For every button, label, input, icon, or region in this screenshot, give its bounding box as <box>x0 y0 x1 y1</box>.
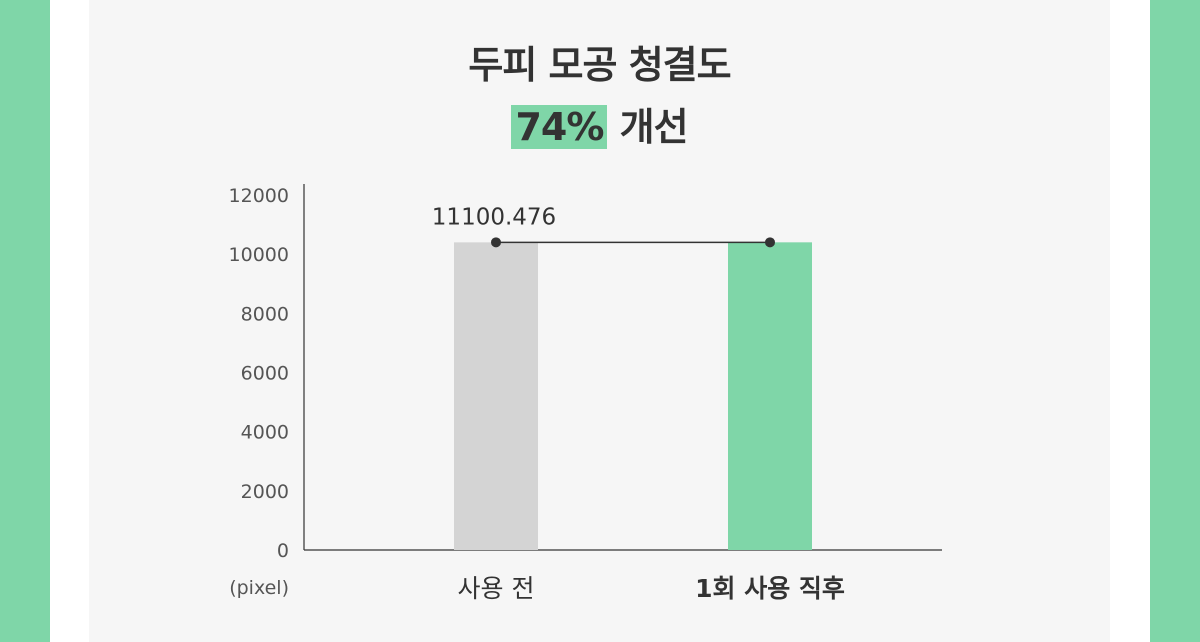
data-point-marker <box>491 237 501 248</box>
data-point-marker <box>765 237 775 248</box>
improvement-highlight: 74% <box>511 105 608 149</box>
y-tick-label: 6000 <box>241 363 289 385</box>
improvement-suffix: 개선 <box>619 105 689 149</box>
y-tick-label: 2000 <box>241 481 289 503</box>
chart-panel: 두피 모공 청결도 74% 개선 0 2000 4000 6000 8000 10000 1… <box>89 0 1110 642</box>
y-tick-label: 0 <box>277 540 289 562</box>
x-category-label: 사용 전 <box>458 574 535 603</box>
y-tick-label: 12000 <box>229 185 289 207</box>
y-axis-label: (pixel) <box>229 577 289 599</box>
data-label: 11100.476 <box>432 204 556 230</box>
chart-subtitle: 74% 개선 <box>89 96 1110 151</box>
y-tick-label: 4000 <box>241 422 289 444</box>
x-category-label: 1회 사용 직후 <box>695 574 845 603</box>
bar <box>728 242 812 551</box>
right-accent-strip <box>1150 0 1200 642</box>
y-tick-label: 10000 <box>229 244 289 266</box>
bar-chart: 0 2000 4000 6000 8000 10000 12000 (pixel) 사용 전 1회… <box>229 184 942 603</box>
y-tick-label: 8000 <box>241 303 289 325</box>
chart-title: 두피 모공 청결도 <box>468 43 731 87</box>
bar <box>454 242 538 551</box>
left-accent-strip <box>0 0 50 642</box>
